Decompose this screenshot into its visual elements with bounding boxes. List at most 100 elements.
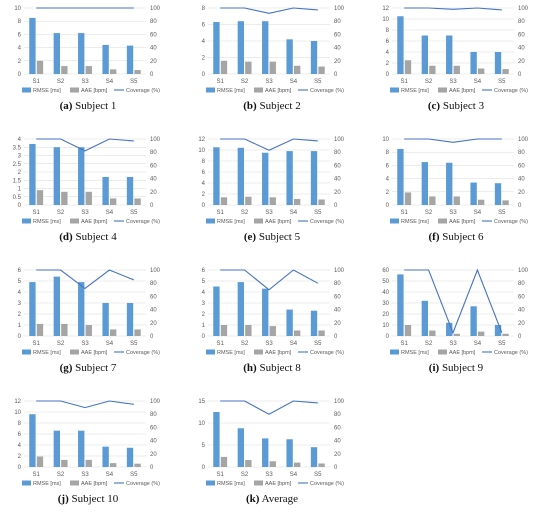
x-tick-label: S4 [106,79,114,85]
bar-aae [61,459,68,467]
x-tick-label: S2 [57,210,65,216]
legend-label-aae: AAE [bpm] [449,219,476,225]
y2-tick-label: 60 [518,294,525,300]
subfigure-caption: (g) Subject 7 [4,362,172,374]
legend-label-aae: AAE [bpm] [81,350,108,356]
legend-swatch-aae [254,87,263,93]
bar-rmse [494,183,502,205]
legend-swatch-rmse [22,218,31,224]
bar-aae [36,190,44,205]
y2-tick-label: 80 [518,281,525,287]
bar-rmse [310,41,318,74]
x-tick-label: S2 [241,341,249,347]
bar-rmse [421,300,428,336]
x-tick-label: S2 [57,341,65,347]
coverage-line [404,268,503,335]
y2-tick-label: 0 [518,72,522,78]
x-tick-label: S2 [57,472,65,478]
coverage-line [220,7,318,14]
bar-rmse [286,151,293,205]
y-tick-label: 0 [202,334,206,340]
legend-swatch-aae [438,218,447,224]
bar-aae [61,191,68,205]
bar-rmse [446,162,453,205]
y-tick-label: 8 [202,159,206,165]
x-tick-label: S1 [401,341,409,347]
y2-tick-label: 0 [518,203,522,209]
bar-aae [429,196,436,205]
y-tick-label: 20 [382,312,389,318]
bar-aae [85,191,92,205]
y2-tick-label: 20 [334,452,341,458]
y-tick-label: 4 [18,137,22,143]
bar-rmse [237,282,244,336]
x-tick-label: S3 [81,210,89,216]
legend-label-coverage: Coverage (%) [126,88,160,94]
y2-tick-label: 40 [334,177,341,183]
y2-tick-label: 100 [334,399,345,405]
y2-tick-label: 20 [150,59,157,65]
bar-rmse [53,430,60,467]
legend-swatch-aae [254,349,263,355]
x-tick-label: S1 [401,210,409,216]
bar-aae [404,325,412,336]
y2-tick-label: 40 [150,46,157,52]
y2-tick-label: 100 [518,137,529,143]
legend-label-aae: AAE [bpm] [449,88,476,94]
y-tick-label: 6 [386,39,390,45]
caption-letter: (k) [245,493,260,505]
y2-tick-label: 60 [334,425,341,431]
bar-aae [294,462,301,467]
legend-label-rmse: RMSE [ms] [217,219,245,225]
bar-aae [85,459,92,467]
y-tick-label: 10 [198,421,205,427]
bar-rmse [102,176,109,205]
y2-tick-label: 40 [334,308,341,314]
y2-tick-label: 40 [334,439,341,445]
y2-tick-label: 20 [150,321,157,327]
y2-tick-label: 80 [150,150,157,156]
bar-rmse [262,438,269,467]
legend-label-coverage: Coverage (%) [310,219,344,225]
y2-tick-label: 20 [518,59,525,65]
y-tick-label: 6 [202,268,206,274]
y2-tick-label: 20 [518,190,525,196]
legend-label-rmse: RMSE [ms] [217,481,245,487]
y2-tick-label: 20 [334,321,341,327]
y-tick-label: 0.5 [13,195,22,201]
x-tick-label: S3 [81,472,89,478]
legend-label-aae: AAE [bpm] [81,481,108,487]
bar-rmse [397,16,404,74]
legend-label-aae: AAE [bpm] [265,350,292,356]
y-tick-label: 1 [18,323,22,329]
y2-tick-label: 0 [334,72,338,78]
bar-rmse [237,21,244,74]
caption-title: Subject 9 [439,362,484,374]
y-tick-label: 4 [18,443,22,449]
y2-tick-label: 0 [150,72,154,78]
y2-tick-label: 80 [334,19,341,25]
bar-rmse [78,430,85,467]
bar-aae [502,200,509,205]
bar-aae [220,60,228,74]
bar-rmse [286,309,293,336]
y2-tick-label: 40 [150,177,157,183]
legend-swatch-aae [254,218,263,224]
chart-panel: 0 2 4 6 8 10 12 0 20 40 60 80 100 S1 S2 S3 S4 S5 RMSE [ms]… [4,395,172,507]
legend-label-aae: AAE [bpm] [265,481,292,487]
y-tick-label: 0 [18,203,22,209]
bar-rmse [213,412,220,467]
bar-rmse [310,151,318,205]
y-tick-label: 6 [386,163,390,169]
bar-rmse [494,325,502,336]
y-tick-label: 10 [14,410,21,416]
subfigure-caption: (d) Subject 4 [4,231,172,243]
legend-swatch-rmse [390,349,399,355]
y2-tick-label: 80 [334,412,341,418]
bar-aae [134,329,141,336]
bar-aae [429,330,436,336]
bar-rmse [53,276,60,336]
bar-aae [85,325,92,336]
